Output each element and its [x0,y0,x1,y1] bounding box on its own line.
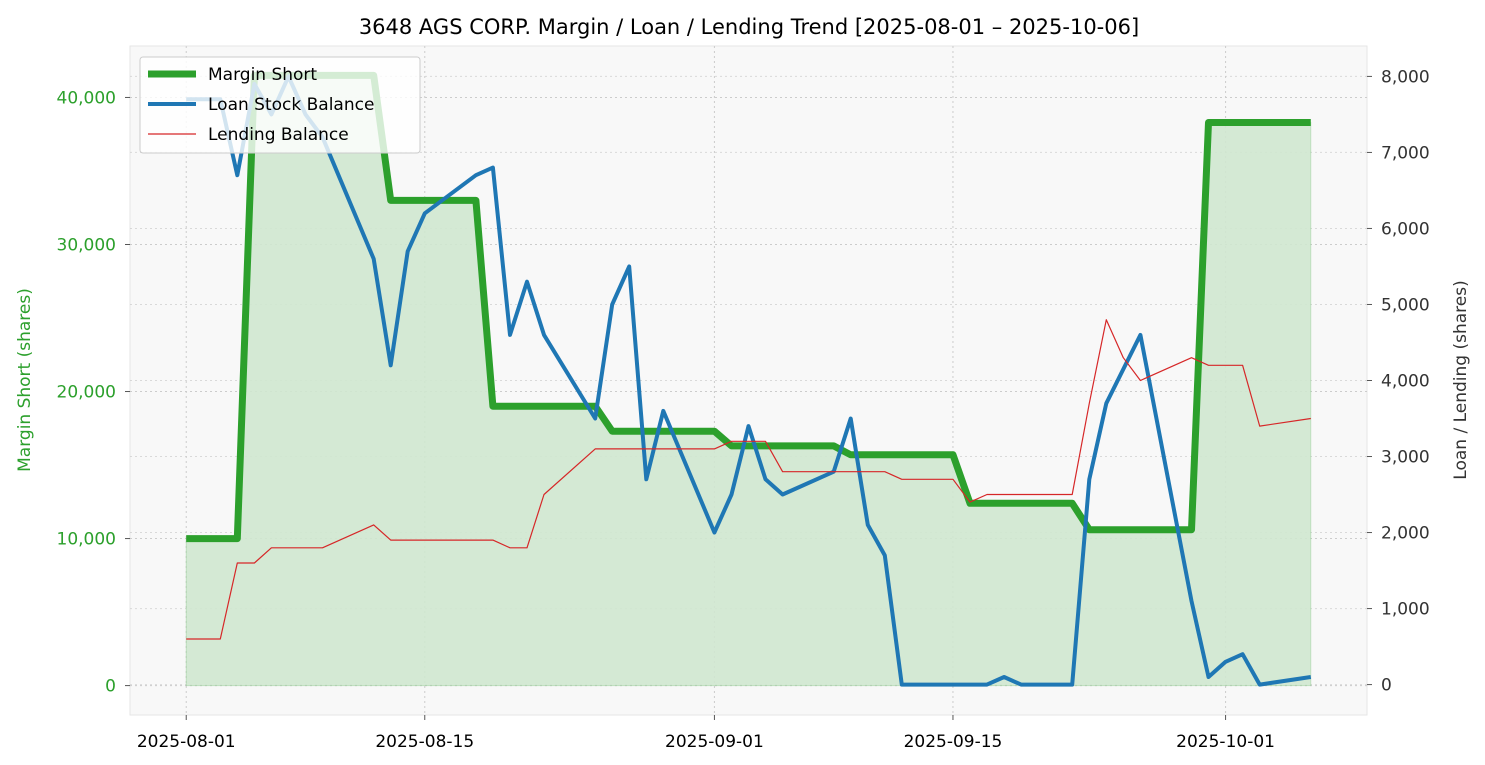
x-tick-label-2: 2025-09-01 [665,732,764,752]
legend-box [139,56,421,154]
y-right-tick-label-0: 0 [1381,676,1392,696]
series-line-lending-balance [186,319,1311,640]
y-axis-right: 0 1,000 2,000 3,000 4,000 5,000 6,000 7,000 8,00… [1367,67,1430,696]
x-tick-label-3: 2025-09-15 [904,732,1003,752]
y-right-tick-label-8: 8,000 [1381,67,1430,87]
y-right-tick-label-7: 7,000 [1381,143,1430,163]
y-right-tick-label-1: 1,000 [1381,600,1430,620]
y-left-tick-label-2: 20,000 [57,383,116,403]
chart-title: 3648 AGS CORP. Margin / Loan / Lending T… [359,15,1139,39]
x-axis: 2025-08-01 2025-08-15 2025-09-01 2025-09-15… [137,715,1275,752]
y-left-tick-label-1: 10,000 [57,530,116,550]
y-right-tick-label-3: 3,000 [1381,448,1430,468]
legend-label-loan-stock-balance: Loan Stock Balance [208,95,374,115]
legend: Margin Short Loan Stock Balance Lending … [139,56,421,154]
x-tick-label-0: 2025-08-01 [137,732,236,752]
legend-label-lending-balance: Lending Balance [208,125,349,145]
y-right-tick-label-4: 4,000 [1381,372,1430,392]
y-left-tick-label-0: 0 [105,677,116,697]
y-right-tick-label-2: 2,000 [1381,524,1430,544]
y-right-tick-label-6: 6,000 [1381,219,1430,239]
y-left-tick-label-3: 30,000 [57,235,116,255]
x-tick-label-1: 2025-08-15 [375,732,474,752]
y-axis-left: 0 10,000 20,000 30,000 40,000 [57,88,130,697]
y-axis-left-label: Margin Short (shares) [15,288,35,472]
y-axis-right-label: Loan / Lending (shares) [1451,280,1471,479]
x-tick-label-4: 2025-10-01 [1176,732,1275,752]
legend-label-margin-short: Margin Short [208,65,317,85]
y-left-tick-label-4: 40,000 [57,88,116,108]
y-right-tick-label-5: 5,000 [1381,295,1430,315]
